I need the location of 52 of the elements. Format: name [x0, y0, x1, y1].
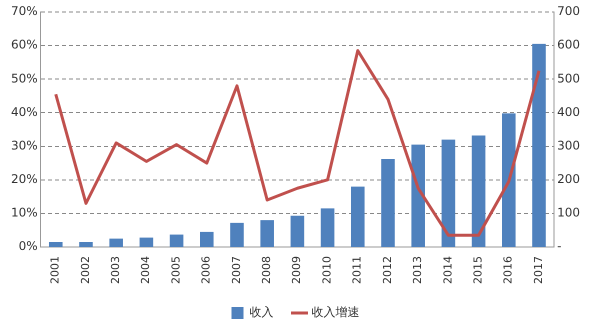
y2-tick-label: 200: [557, 172, 580, 186]
x-tick-label: 2009: [290, 256, 304, 284]
x-tick-label: 2001: [48, 256, 62, 284]
y-tick-label: 60%: [11, 38, 38, 52]
bar: [350, 186, 365, 248]
x-tick-label: 2012: [380, 256, 394, 284]
x-tick-label: 2008: [260, 256, 274, 284]
bar: [170, 234, 184, 248]
x-tick-label: 2004: [139, 256, 152, 284]
bar: [79, 242, 93, 248]
legend-label: 收入: [250, 305, 274, 320]
bar: [381, 159, 395, 248]
y2-tick-label: 400: [557, 104, 580, 119]
x-tick-label: 2006: [200, 256, 213, 284]
bar: [260, 220, 274, 248]
bar: [48, 242, 63, 248]
y2-tick-label: 500: [557, 71, 580, 86]
y2-tick-label: 300: [557, 138, 580, 152]
bar: [472, 136, 486, 248]
x-tick-label: 2010: [320, 256, 334, 284]
x-tick-label: 2017: [532, 256, 545, 284]
x-tick-label: 2016: [502, 256, 515, 284]
y2-tick-label: -: [557, 239, 562, 254]
bar: [320, 208, 334, 248]
x-tick-label: 2013: [411, 256, 424, 284]
legend-label: 收入增速: [312, 305, 360, 320]
y-tick-label: 70%: [11, 4, 38, 18]
bar: [109, 238, 123, 248]
x-tick-label: 2002: [78, 256, 92, 284]
y-tick-label: 20%: [11, 172, 38, 186]
bar: [442, 140, 456, 248]
y2-tick-label: 600: [557, 38, 580, 52]
y2-tick-label: 100: [557, 206, 580, 220]
y-tick-label: 0%: [18, 239, 38, 254]
x-tick-label: 2015: [471, 256, 484, 284]
bar: [200, 232, 214, 248]
bar: [230, 222, 244, 248]
x-tick-label: 2014: [441, 256, 454, 284]
y-tick-label: 10%: [11, 206, 38, 220]
bar: [411, 144, 425, 248]
bar: [140, 238, 154, 248]
x-tick-label: 2003: [109, 256, 122, 284]
y-tick-label: 40%: [11, 104, 38, 119]
bar: [532, 44, 546, 248]
x-tick-label: 2007: [230, 256, 243, 284]
x-tick-label: 2011: [350, 256, 364, 284]
bar: [502, 113, 516, 248]
x-tick-label: 2005: [169, 256, 182, 284]
y-tick-label: 30%: [11, 138, 38, 152]
y-tick-label: 50%: [11, 71, 38, 86]
bar: [290, 216, 304, 248]
y2-tick-label: 700: [557, 4, 580, 18]
